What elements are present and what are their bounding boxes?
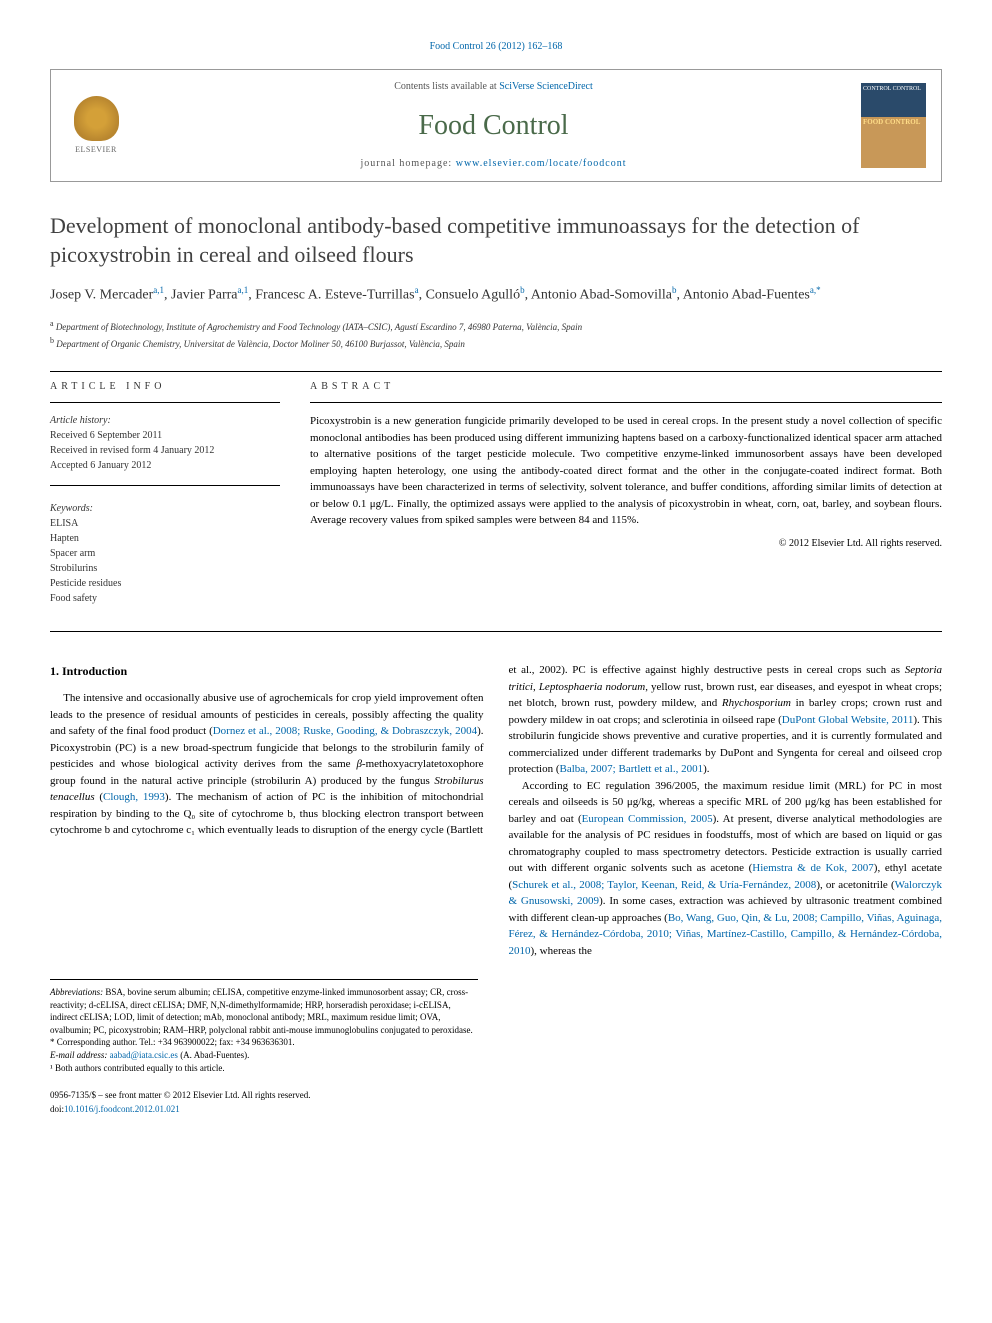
affiliation-b: b Department of Organic Chemistry, Unive… [50, 335, 942, 352]
abbrev-text: BSA, bovine serum albumin; cELISA, compe… [50, 987, 473, 1035]
article-title: Development of monoclonal antibody-based… [50, 212, 942, 269]
front-matter-line: 0956-7135/$ – see front matter © 2012 El… [50, 1089, 942, 1103]
cover-text-top: CONTROL CONTROL [863, 85, 924, 93]
keyword: Strobilurins [50, 561, 280, 576]
doi-line: doi:10.1016/j.foodcont.2012.01.021 [50, 1103, 942, 1117]
email-name: (A. Abad-Fuentes). [178, 1050, 250, 1060]
affiliations: a Department of Biotechnology, Institute… [50, 318, 942, 351]
header-center: Contents lists available at SciVerse Sci… [126, 80, 861, 171]
body-para-3: According to EC regulation 396/2005, the… [509, 778, 943, 960]
abstract-text: Picoxystrobin is a new generation fungic… [310, 413, 942, 529]
footnotes: Abbreviations: BSA, bovine serum albumin… [50, 979, 478, 1074]
keyword: Spacer arm [50, 546, 280, 561]
abbrev-label: Abbreviations: [50, 987, 103, 997]
affiliation-a: a Department of Biotechnology, Institute… [50, 318, 942, 335]
abstract-col: ABSTRACT Picoxystrobin is a new generati… [310, 380, 942, 606]
section-1-title: 1. Introduction [50, 662, 484, 680]
abstract-header: ABSTRACT [310, 380, 942, 394]
corresponding-author: * Corresponding author. Tel.: +34 963900… [50, 1036, 478, 1049]
journal-cover-thumb[interactable]: CONTROL CONTROL FOOD CONTROL [861, 83, 926, 168]
keyword: ELISA [50, 516, 280, 531]
body-col-left: 1. Introduction The intensive and occasi… [50, 662, 484, 959]
elsevier-tree-icon [74, 96, 119, 141]
copyright-line: © 2012 Elsevier Ltd. All rights reserved… [310, 537, 942, 551]
contents-line: Contents lists available at SciVerse Sci… [126, 80, 861, 94]
history-block: Article history: Received 6 September 20… [50, 413, 280, 473]
article-info-col: ARTICLE INFO Article history: Received 6… [50, 380, 280, 606]
homepage-line: journal homepage: www.elsevier.com/locat… [126, 157, 861, 171]
divider-top [50, 371, 942, 372]
homepage-link[interactable]: www.elsevier.com/locate/foodcont [456, 158, 627, 169]
body-para-2: et al., 2002). PC is effective against h… [509, 662, 943, 778]
keywords-block: Keywords: ELISA Hapten Spacer arm Strobi… [50, 501, 280, 606]
keywords-label: Keywords: [50, 501, 280, 516]
authors-line: Josep V. Mercadera,1, Javier Parraa,1, F… [50, 284, 942, 306]
journal-header-box: ELSEVIER Contents lists available at Sci… [50, 69, 942, 182]
homepage-prefix: journal homepage: [361, 158, 456, 169]
keyword: Hapten [50, 531, 280, 546]
keyword: Pesticide residues [50, 576, 280, 591]
email-line: E-mail address: aabad@iata.csic.es (A. A… [50, 1049, 478, 1062]
divider-info [50, 402, 280, 403]
elsevier-logo[interactable]: ELSEVIER [66, 91, 126, 161]
footer: 0956-7135/$ – see front matter © 2012 El… [50, 1089, 942, 1116]
divider-abstract [310, 402, 942, 403]
body-col-right: et al., 2002). PC is effective against h… [509, 662, 943, 959]
elsevier-label: ELSEVIER [75, 144, 117, 155]
divider-bottom [50, 631, 942, 632]
email-label: E-mail address: [50, 1050, 107, 1060]
article-info-header: ARTICLE INFO [50, 380, 280, 394]
divider-keywords [50, 485, 280, 486]
sciencedirect-link[interactable]: SciVerse ScienceDirect [499, 81, 593, 92]
history-label: Article history: [50, 413, 280, 428]
received-date: Received 6 September 2011 [50, 428, 280, 443]
cover-text-mid: FOOD CONTROL [863, 118, 920, 128]
doi-prefix: doi: [50, 1104, 64, 1114]
accepted-date: Accepted 6 January 2012 [50, 458, 280, 473]
keyword: Food safety [50, 591, 280, 606]
journal-title: Food Control [126, 106, 861, 145]
contents-prefix: Contents lists available at [394, 81, 499, 92]
header-citation: Food Control 26 (2012) 162–168 [50, 40, 942, 54]
body-columns: 1. Introduction The intensive and occasi… [50, 662, 942, 959]
equal-contribution-note: ¹ Both authors contributed equally to th… [50, 1062, 478, 1075]
abbreviations: Abbreviations: BSA, bovine serum albumin… [50, 986, 478, 1036]
revised-date: Received in revised form 4 January 2012 [50, 443, 280, 458]
doi-link[interactable]: 10.1016/j.foodcont.2012.01.021 [64, 1104, 180, 1114]
email-link[interactable]: aabad@iata.csic.es [110, 1050, 178, 1060]
body-para-1: The intensive and occasionally abusive u… [50, 690, 484, 839]
